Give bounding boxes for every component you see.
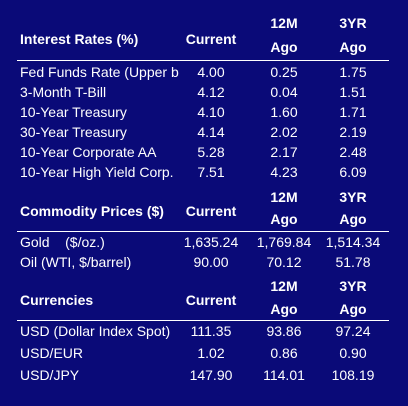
row-3yr-ago: 1.75 bbox=[339, 64, 367, 80]
row-3yr-ago: 1.51 bbox=[339, 84, 367, 100]
table-row: 10-Year Treasury 4.10 1.60 1.71 bbox=[0, 102, 408, 122]
commodity-prices-col-12m-sub: Ago bbox=[270, 211, 298, 227]
row-3yr-ago: 51.78 bbox=[335, 254, 371, 270]
table-row: Gold ($/oz.) 1,635.24 1,769.84 1,514.34 bbox=[0, 232, 408, 252]
table-row: 10-Year Corporate AA 5.28 2.17 2.48 bbox=[0, 142, 408, 162]
row-12m-ago: 93.86 bbox=[266, 323, 302, 339]
row-12m-ago: 1.60 bbox=[270, 104, 298, 120]
interest-rates-divider bbox=[17, 60, 389, 61]
currencies-title: Currencies bbox=[20, 292, 94, 308]
row-current: 147.90 bbox=[189, 367, 233, 383]
row-3yr-ago: 2.48 bbox=[339, 144, 367, 160]
currencies-divider bbox=[17, 320, 389, 321]
row-12m-ago: 0.25 bbox=[270, 64, 298, 80]
row-label: 10-Year Corporate AA bbox=[20, 144, 157, 160]
commodity-prices-divider bbox=[17, 231, 389, 232]
table-row: 10-Year High Yield Corp. 7.51 4.23 6.09 bbox=[0, 162, 408, 182]
row-label: 10-Year High Yield Corp. bbox=[20, 164, 174, 180]
table-row: 3-Month T-Bill 4.12 0.04 1.51 bbox=[0, 82, 408, 102]
row-3yr-ago: 6.09 bbox=[339, 164, 367, 180]
currencies-col-12m-sub: Ago bbox=[270, 301, 298, 317]
currencies-col-12m: 12M bbox=[270, 278, 298, 294]
row-3yr-ago: 2.19 bbox=[339, 124, 367, 140]
commodity-prices-col-3yr: 3YR bbox=[339, 189, 367, 205]
table-row: Fed Funds Rate (Upper b 4.00 0.25 1.75 bbox=[0, 62, 408, 82]
row-current: 111.35 bbox=[190, 323, 232, 339]
row-12m-ago: 0.86 bbox=[270, 345, 298, 361]
commodity-prices-col-3yr-sub: Ago bbox=[339, 211, 367, 227]
row-label: 3-Month T-Bill bbox=[20, 84, 107, 100]
row-current: 90.00 bbox=[193, 254, 229, 270]
row-current: 4.14 bbox=[197, 124, 225, 140]
row-12m-ago: 2.17 bbox=[270, 144, 298, 160]
interest-rates-title: Interest Rates (%) bbox=[20, 31, 139, 47]
commodity-prices-col-current: Current bbox=[185, 203, 237, 219]
currencies-col-current: Current bbox=[185, 292, 237, 308]
row-12m-ago: 1,769.84 bbox=[256, 234, 312, 250]
row-label: USD/JPY bbox=[20, 367, 80, 383]
table-row: 30-Year Treasury 4.14 2.02 2.19 bbox=[0, 122, 408, 142]
row-current: 5.28 bbox=[197, 144, 225, 160]
row-12m-ago: 70.12 bbox=[266, 254, 302, 270]
row-label: USD/EUR bbox=[20, 345, 84, 361]
row-current: 4.12 bbox=[197, 84, 225, 100]
row-12m-ago: 2.02 bbox=[270, 124, 298, 140]
table-row: Oil (WTI, $/barrel) 90.00 70.12 51.78 bbox=[0, 252, 408, 272]
row-label: 10-Year Treasury bbox=[20, 104, 127, 120]
row-current: 1,635.24 bbox=[183, 234, 239, 250]
row-label: 30-Year Treasury bbox=[20, 124, 127, 140]
row-12m-ago: 114.01 bbox=[263, 367, 305, 383]
row-current: 4.00 bbox=[197, 64, 225, 80]
row-3yr-ago: 108.19 bbox=[331, 367, 375, 383]
row-label: Gold ($/oz.) bbox=[20, 234, 105, 250]
table-row: USD/JPY 147.90 114.01 108.19 bbox=[0, 365, 408, 385]
interest-rates-col-current: Current bbox=[185, 31, 237, 47]
currencies-col-3yr-sub: Ago bbox=[339, 301, 367, 317]
row-3yr-ago: 1.71 bbox=[339, 104, 367, 120]
row-label: Oil (WTI, $/barrel) bbox=[20, 254, 132, 270]
row-current: 1.02 bbox=[197, 345, 225, 361]
row-current: 7.51 bbox=[197, 164, 225, 180]
interest-rates-col-12m-sub: Ago bbox=[270, 39, 298, 55]
interest-rates-col-12m: 12M bbox=[270, 15, 298, 31]
row-3yr-ago: 97.24 bbox=[335, 323, 371, 339]
row-current: 4.10 bbox=[197, 104, 225, 120]
interest-rates-col-3yr-sub: Ago bbox=[339, 39, 367, 55]
row-label: USD (Dollar Index Spot) bbox=[20, 323, 171, 339]
commodity-prices-col-12m: 12M bbox=[270, 189, 298, 205]
row-label: Fed Funds Rate (Upper b bbox=[20, 64, 179, 80]
currencies-col-3yr: 3YR bbox=[339, 278, 367, 294]
row-3yr-ago: 0.90 bbox=[339, 345, 367, 361]
row-3yr-ago: 1,514.34 bbox=[325, 234, 381, 250]
commodity-prices-title: Commodity Prices ($) bbox=[20, 203, 164, 219]
row-12m-ago: 0.04 bbox=[270, 84, 298, 100]
row-12m-ago: 4.23 bbox=[270, 164, 298, 180]
interest-rates-col-3yr: 3YR bbox=[339, 15, 367, 31]
table-row: USD/EUR 1.02 0.86 0.90 bbox=[0, 343, 408, 363]
table-row: USD (Dollar Index Spot) 111.35 93.86 97.… bbox=[0, 321, 408, 341]
